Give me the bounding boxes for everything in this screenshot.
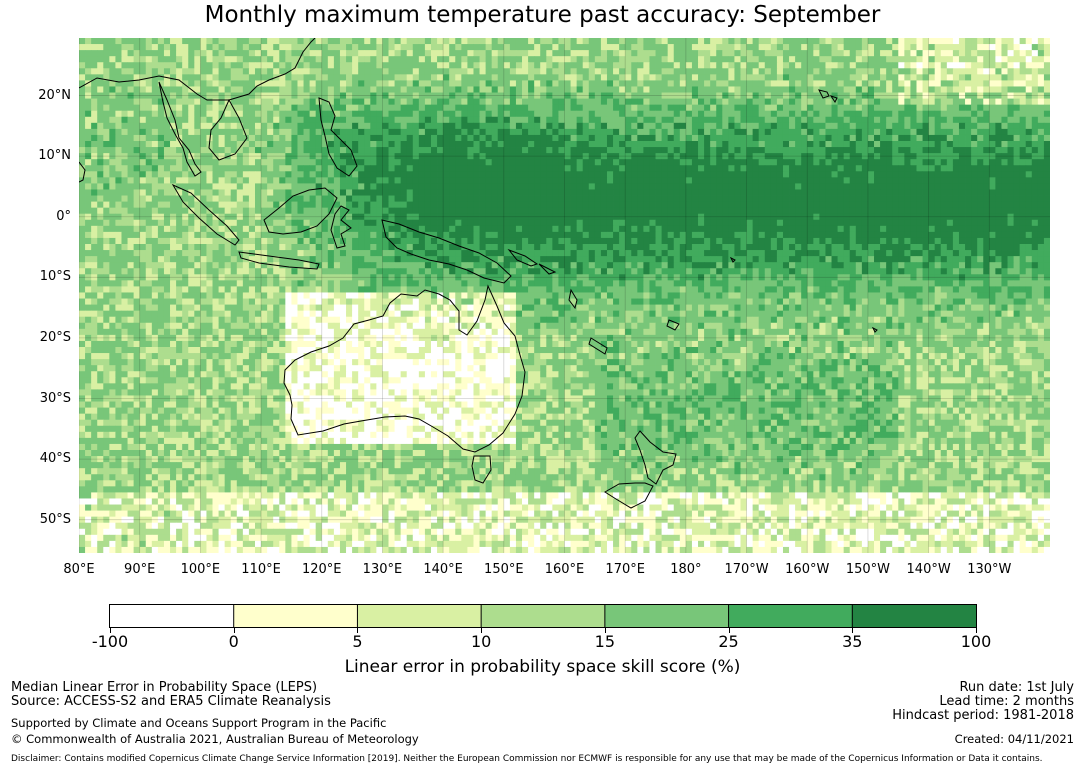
colorbar-swatches bbox=[110, 605, 976, 627]
new-caledonia bbox=[588, 337, 608, 355]
small-island-2 bbox=[729, 256, 736, 263]
longitude-label: 170°E bbox=[605, 562, 645, 577]
tasmania-coastline bbox=[471, 455, 492, 484]
colorbar-tick-label: 5 bbox=[352, 632, 363, 651]
longitude-label: 120°E bbox=[301, 562, 342, 577]
footer-created: Created: 04/11/2021 bbox=[954, 732, 1074, 746]
malay-peninsula-coastline bbox=[158, 81, 202, 177]
longitude-label: 130°E bbox=[362, 562, 403, 577]
hawaii-islands bbox=[818, 89, 838, 103]
fiji-islands bbox=[666, 319, 680, 331]
longitude-label: 100°E bbox=[180, 562, 221, 577]
latitude-label: 10°S bbox=[39, 269, 71, 285]
longitude-label: 160°E bbox=[544, 562, 585, 577]
latitude-label: 10°N bbox=[38, 148, 71, 164]
latitude-label: 50°S bbox=[39, 511, 71, 527]
sumatra-coastline bbox=[171, 183, 240, 246]
colorbar-swatch bbox=[233, 605, 358, 627]
nz-south-island bbox=[604, 482, 654, 509]
map-title: Monthly maximum temperature past accurac… bbox=[204, 2, 881, 28]
latitude-label: 0° bbox=[56, 208, 71, 224]
colorbar-swatch bbox=[604, 605, 730, 627]
philippines-coastline bbox=[318, 97, 358, 177]
longitude-label: 140°E bbox=[423, 562, 463, 577]
australia-coastline bbox=[283, 284, 526, 453]
footer-run-date: Run date: 1st July bbox=[959, 680, 1074, 695]
colorbar-swatch bbox=[357, 605, 482, 627]
skill-score-grid bbox=[79, 38, 1050, 553]
colorbar-tick bbox=[481, 628, 483, 633]
vietnam-coastline bbox=[208, 98, 248, 161]
colorbar-tick bbox=[604, 628, 606, 633]
latitude-label: 30°S bbox=[39, 390, 71, 406]
colorbar-swatch bbox=[110, 605, 235, 627]
colorbar-tick-label: 35 bbox=[842, 632, 863, 651]
new-guinea-coastline bbox=[381, 219, 512, 284]
skill-map bbox=[79, 38, 1050, 553]
footer-lead-time: Lead time: 2 months bbox=[939, 694, 1074, 709]
graticule bbox=[79, 38, 1050, 553]
colorbar-tick-label: 0 bbox=[228, 632, 239, 651]
small-island-1 bbox=[871, 326, 878, 333]
colorbar-swatch bbox=[481, 605, 606, 627]
footer-source: Source: ACCESS-S2 and ERA5 Climate Reana… bbox=[11, 694, 331, 709]
colorbar-label: Linear error in probability space skill … bbox=[344, 657, 741, 677]
colorbar-tick-label: 100 bbox=[960, 632, 992, 651]
colorbar-tick bbox=[110, 628, 111, 633]
footer-hindcast: Hindcast period: 1981-2018 bbox=[892, 708, 1074, 723]
footer-copyright: © Commonwealth of Australia 2021, Austra… bbox=[11, 732, 419, 746]
latitude-label: 40°S bbox=[39, 451, 71, 467]
sri-lanka-coastline bbox=[79, 161, 86, 183]
colorbar-swatch bbox=[728, 605, 853, 627]
longitude-label: 110°E bbox=[241, 562, 281, 577]
longitude-label: 150°E bbox=[484, 562, 524, 577]
longitude-label: 90°E bbox=[124, 562, 156, 577]
colorbar-tick bbox=[233, 628, 235, 633]
colorbar-tick bbox=[976, 628, 977, 633]
colorbar-tick bbox=[728, 628, 730, 633]
footer-method: Median Linear Error in Probability Space… bbox=[11, 680, 318, 695]
longitude-label: 160°W bbox=[785, 562, 830, 577]
map-canvas bbox=[79, 38, 1050, 553]
colorbar-tick-label: 25 bbox=[718, 632, 739, 651]
solomon-islands bbox=[507, 248, 557, 275]
footer-support: Supported by Climate and Oceans Support … bbox=[11, 716, 387, 730]
longitude-label: 170°W bbox=[724, 562, 769, 577]
colorbar bbox=[109, 604, 977, 628]
longitude-label: 180° bbox=[670, 562, 702, 577]
colorbar-tick-label: 10 bbox=[470, 632, 492, 651]
longitude-label: 150°W bbox=[845, 562, 891, 577]
disclaimer: Disclaimer: Contains modified Copernicus… bbox=[11, 754, 1043, 764]
longitude-label: 140°W bbox=[906, 562, 951, 577]
colorbar-tick-label: -100 bbox=[91, 632, 129, 651]
latitude-label: 20°S bbox=[39, 329, 71, 345]
vanuatu-islands bbox=[568, 288, 578, 310]
colorbar-tick bbox=[357, 628, 359, 633]
latitude-label: 20°N bbox=[38, 87, 71, 103]
longitude-label: 130°W bbox=[967, 562, 1012, 577]
longitude-label: 80°E bbox=[63, 562, 95, 577]
colorbar-swatch bbox=[852, 605, 976, 627]
borneo-coastline bbox=[263, 187, 338, 235]
java-coastline bbox=[238, 251, 320, 270]
coastlines bbox=[79, 38, 878, 509]
nz-north-island bbox=[634, 430, 677, 485]
colorbar-tick-label: 15 bbox=[594, 632, 616, 651]
sulawesi-coastline bbox=[330, 205, 352, 249]
colorbar-tick bbox=[852, 628, 854, 633]
